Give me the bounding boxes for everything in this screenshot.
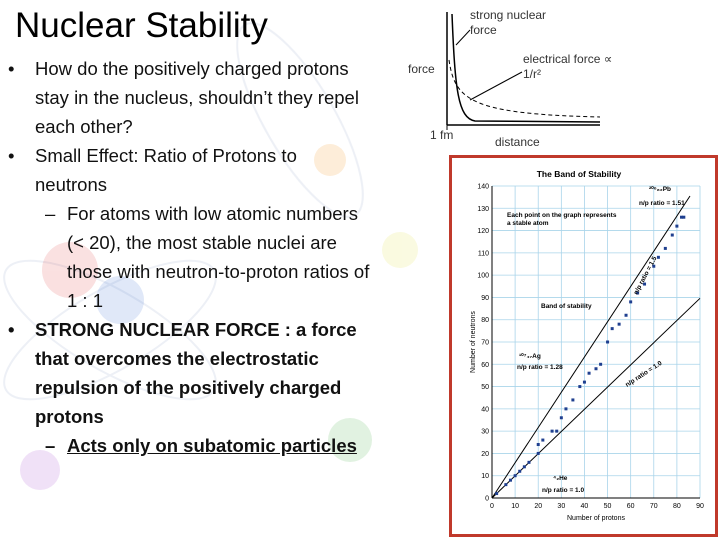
data-point	[682, 215, 686, 219]
y-tick-label: 0	[485, 496, 489, 503]
force-label: force	[408, 62, 435, 76]
y-tick-label: 100	[477, 273, 489, 280]
y-tick-label: 10	[481, 473, 489, 480]
data-point	[643, 282, 647, 286]
sub-bullet: Acts only on subatomic particles	[45, 431, 372, 460]
data-point	[582, 380, 586, 384]
x-tick-label: 60	[627, 503, 635, 510]
sub-bullet-text: Acts only on subatomic particles	[67, 435, 357, 456]
data-point	[587, 371, 591, 375]
y-tick-label: 80	[481, 317, 489, 324]
band-chart: The Band of Stability 0 10 20 30 40 50 60 70 80 90…	[449, 155, 718, 537]
y-tick-label: 120	[477, 228, 489, 235]
x-axis-label: Number of protons	[567, 515, 625, 522]
electrical-curve	[448, 59, 601, 118]
data-point	[571, 398, 575, 402]
figure-bg	[400, 0, 615, 152]
data-point	[636, 291, 640, 295]
y-tick-label: 50	[481, 384, 489, 391]
x-tick-label: 40	[581, 503, 589, 510]
data-point	[518, 469, 522, 473]
data-point	[508, 478, 512, 482]
data-point	[536, 451, 540, 455]
x-tick-label: 50	[604, 503, 612, 510]
data-point	[599, 362, 603, 366]
data-point	[522, 465, 526, 469]
data-point	[617, 322, 621, 326]
bullet: Small Effect: Ratio of Protons to neutro…	[8, 141, 372, 199]
data-point	[578, 385, 582, 389]
strong-label: strong nuclear force	[470, 8, 547, 37]
y-tick-label: 40	[481, 406, 489, 413]
data-point	[527, 460, 531, 464]
y-tick-label: 70	[481, 340, 489, 347]
data-point	[504, 483, 508, 487]
annotation: n/p ratio = 1.0	[542, 487, 584, 494]
chart-title: The Band of Stability	[537, 169, 622, 179]
data-point	[541, 438, 545, 442]
annotation: ²⁰⁶₈₂Pb	[649, 185, 671, 193]
data-point	[680, 215, 684, 219]
x-label: distance	[495, 135, 540, 149]
y-tick-label: 20	[481, 451, 489, 458]
annotation: Each point on the graph represents a stab…	[507, 212, 617, 227]
strong-curve	[451, 13, 601, 123]
data-point	[555, 429, 559, 433]
x-mark: 1 fm	[430, 128, 454, 142]
annotation: n/p ratio = 1.51	[639, 200, 685, 207]
data-point	[594, 367, 598, 371]
data-point	[495, 492, 499, 496]
y-tick-label: 60	[481, 362, 489, 369]
data-point	[536, 443, 540, 447]
annotation: ¹⁰⁷₄₇Ag	[519, 352, 541, 360]
ratio-line	[491, 195, 691, 499]
y-tick-label: 140	[477, 184, 489, 191]
x-tick-label: 10	[511, 503, 519, 510]
x-tick-label: 90	[696, 503, 704, 510]
bullet-list: How do the positively charged protons st…	[0, 54, 372, 460]
data-point	[550, 429, 554, 433]
y-axis-label: Number of neutrons	[470, 311, 477, 373]
data-point	[663, 246, 667, 250]
x-tick-label: 0	[490, 503, 494, 510]
data-point	[656, 255, 660, 259]
bullet: STRONG NUCLEAR FORCE : a force that over…	[8, 315, 372, 431]
data-point	[606, 340, 610, 344]
chart-frame	[449, 155, 718, 537]
data-point	[559, 416, 563, 420]
data-point	[652, 264, 656, 268]
annotation: n/p ratio = 1.28	[517, 364, 563, 371]
force-figure	[400, 0, 615, 152]
annotation: ⁴₂He	[553, 475, 568, 482]
x-tick-label: 80	[673, 503, 681, 510]
annotation: Band of stability	[541, 303, 592, 310]
x-tick-label: 70	[650, 503, 658, 510]
data-point	[624, 313, 628, 317]
data-point	[610, 327, 614, 331]
electrical-label: electrical force ∝ 1/r²	[523, 52, 613, 81]
y-tick-label: 110	[478, 250, 489, 257]
y-tick-label: 90	[481, 295, 489, 302]
slide-title: Nuclear Stability	[15, 6, 268, 45]
y-tick-label: 30	[481, 429, 489, 436]
data-point	[629, 300, 633, 304]
data-point	[513, 474, 517, 478]
pointer	[469, 71, 523, 101]
x-tick-label: 20	[534, 503, 542, 510]
pointer	[455, 29, 471, 46]
bullet: How do the positively charged protons st…	[8, 54, 372, 141]
sub-bullet: For atoms with low atomic numbers (< 20)…	[45, 199, 372, 315]
data-point	[670, 233, 674, 237]
data-point	[564, 407, 568, 411]
y-tick-label: 130	[477, 206, 489, 213]
x-tick-label: 30	[557, 503, 565, 510]
ratio-line	[491, 297, 701, 499]
data-point	[675, 224, 679, 228]
